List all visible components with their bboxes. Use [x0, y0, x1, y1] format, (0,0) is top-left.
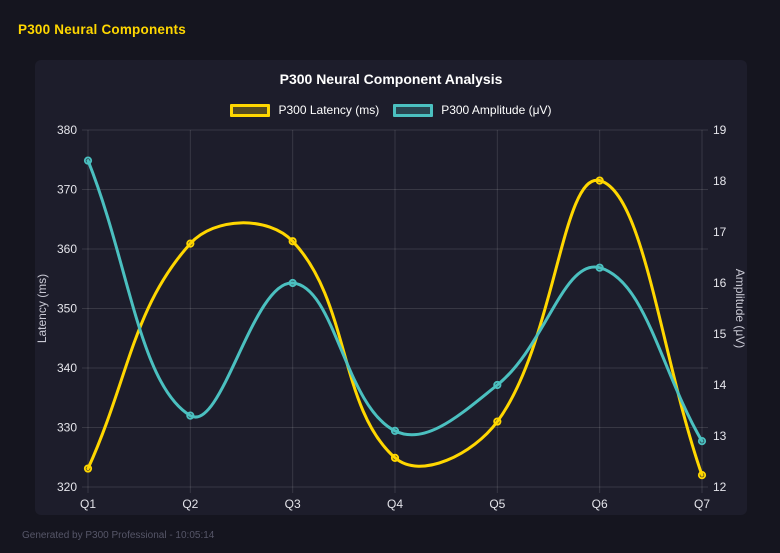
legend-label-amplitude: P300 Amplitude (μV) [441, 103, 552, 117]
y-axis-right-tick: 19 [713, 123, 727, 137]
data-point-series-1 [288, 278, 297, 288]
x-axis-tick: Q1 [80, 497, 96, 511]
x-axis-tick: Q7 [694, 497, 710, 511]
data-point-series-0 [186, 239, 195, 248]
legend-swatch-latency-icon [230, 103, 271, 117]
data-point-series-1 [697, 436, 707, 446]
legend-item-amplitude[interactable]: P300 Amplitude (μV) [393, 103, 552, 117]
y-axis-left-tick: 380 [57, 123, 77, 137]
data-point-series-0 [390, 453, 400, 462]
data-point-series-1 [493, 380, 502, 390]
x-axis-tick: Q2 [182, 497, 198, 511]
y-axis-right-title: Amplitude (μV) [733, 269, 747, 349]
y-axis-left-tick: 350 [57, 302, 77, 316]
y-axis-left-tick: 320 [57, 480, 77, 494]
y-axis-left-tick: 370 [57, 183, 77, 197]
data-point-series-0 [83, 464, 93, 473]
legend-swatch-amplitude-icon [393, 103, 434, 117]
y-axis-right-tick: 16 [713, 276, 727, 290]
y-axis-left-tick: 360 [57, 242, 77, 256]
data-point-series-1 [186, 411, 195, 420]
page-title: P300 Neural Components [18, 22, 186, 37]
data-point-series-1 [390, 426, 400, 435]
y-axis-right-tick: 14 [713, 378, 727, 392]
data-point-series-1 [83, 156, 93, 165]
chart-canvas: 320 330 340 350 360 370 380 12 13 14 15 16 17 18 19 Q1 Q… [35, 123, 747, 511]
y-axis-right-tick: 17 [713, 225, 727, 239]
data-point-series-0 [288, 237, 297, 246]
legend-item-latency[interactable]: P300 Latency (ms) [230, 103, 379, 117]
data-point-series-0 [595, 176, 604, 185]
y-axis-left-title: Latency (ms) [35, 274, 49, 343]
y-axis-left-tick: 340 [57, 361, 77, 375]
series-line-1 [86, 159, 704, 443]
y-axis-right-tick: 18 [713, 174, 727, 188]
footer-status: Generated by P300 Professional - 10:05:1… [22, 530, 215, 541]
data-point-series-0 [493, 417, 502, 426]
data-point-series-1 [595, 263, 604, 272]
chart-title: P300 Neural Component Analysis [279, 71, 503, 87]
data-point-series-0 [697, 470, 707, 480]
chart-legend: P300 Latency (ms) P300 Amplitude (μV) [35, 103, 747, 117]
y-axis-right-tick: 15 [713, 327, 727, 341]
y-axis-right-tick: 12 [713, 480, 727, 494]
y-axis-left-tick: 330 [57, 421, 77, 435]
x-axis-tick: Q5 [489, 497, 505, 511]
x-axis-tick: Q3 [285, 497, 301, 511]
x-axis-tick: Q4 [387, 497, 403, 511]
legend-label-latency: P300 Latency (ms) [278, 103, 380, 117]
chart-panel: 320 330 340 350 360 370 380 12 13 14 15 16 17 18 19 Q1 Q… [35, 60, 747, 515]
y-axis-right-tick: 13 [713, 429, 727, 443]
x-axis-tick: Q6 [592, 497, 608, 511]
